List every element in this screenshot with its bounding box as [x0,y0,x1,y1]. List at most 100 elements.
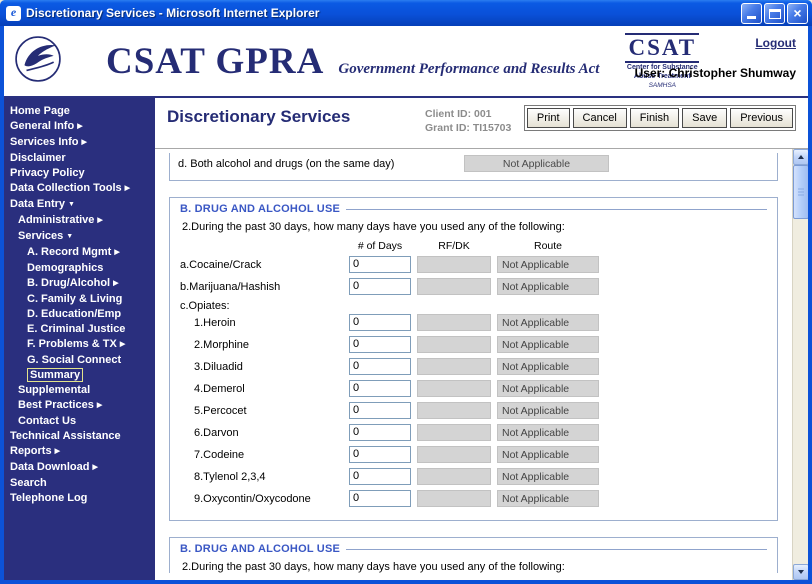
row-label: b.Marijuana/Hashish [180,280,281,293]
sidebar-item-label: Privacy Policy [10,167,85,179]
main-area: Discretionary Services Client ID: 001 Gr… [155,98,808,580]
sidebar-item-administrative[interactable]: Administrative ▶ [4,213,155,229]
previous-button[interactable]: Previous [730,108,793,128]
sidebar-item-label: Services [18,230,64,242]
close-button[interactable]: × [787,2,808,24]
drug-row-2-morphine: 2.Morphine 0 Not Applicable [180,336,767,353]
drug-row-5-percocet: 5.Percocet 0 Not Applicable [180,402,767,419]
route-field-disabled: Not Applicable [497,446,599,463]
sidebar-item-d-education-emp[interactable]: D. Education/Emp [4,307,155,322]
sidebar-item-services[interactable]: Services ▼ [4,229,155,245]
chevron-right-icon: ▶ [96,402,103,409]
sidebar-item-label: Technical Assistance [10,430,121,442]
logout-link[interactable]: Logout [755,36,796,50]
sidebar-item-label: Home Page [10,105,70,117]
sidebar-item-disclaimer[interactable]: Disclaimer [4,151,155,166]
days-input[interactable]: 0 [349,446,411,463]
sidebar-item-c-family-living[interactable]: C. Family & Living [4,292,155,307]
save-button[interactable]: Save [682,108,728,128]
sidebar-item-privacy-policy[interactable]: Privacy Policy [4,166,155,181]
sidebar-item-label: Data Collection Tools [10,182,122,194]
row-label: 2.Morphine [194,338,250,351]
sidebar-item-label: Summary [27,368,84,382]
days-input[interactable]: 0 [349,314,411,331]
sidebar-item-label: Best Practices [18,399,94,411]
sidebar-item-e-criminal-justice[interactable]: E. Criminal Justice [4,322,155,337]
sidebar-item-data-download[interactable]: Data Download ▶ [4,460,155,476]
rfdk-input-disabled [417,278,491,295]
sidebar-item-demographics[interactable]: Demographics [4,261,155,276]
days-input[interactable]: 0 [349,468,411,485]
route-field-disabled: Not Applicable [497,278,599,295]
row-label: 9.Oxycontin/Oxycodone [194,492,311,505]
sidebar-item-search[interactable]: Search [4,476,155,491]
row-label: c.Opiates: [180,300,230,312]
previous-section-tail: d. Both alcohol and drugs (on the same d… [169,153,778,181]
sidebar-item-b-drug-alcohol[interactable]: B. Drug/Alcohol ▶ [4,276,155,292]
sidebar-item-g-social-connect[interactable]: G. Social Connect [4,353,155,368]
drug-row-6-darvon: 6.Darvon 0 Not Applicable [180,424,767,441]
drug-use-rows: a.Cocaine/Crack 0 Not Applicable b.Marijuan… [180,256,767,507]
sidebar-item-f-problems-tx[interactable]: F. Problems & TX ▶ [4,337,155,353]
window-controls: × [739,2,808,24]
section-header: B. DRUG AND ALCOHOL USE [180,542,767,556]
sidebar-item-reports[interactable]: Reports ▶ [4,444,155,460]
sidebar-item-label: Data Download [10,461,90,473]
section-rule [346,209,767,210]
client-id-label: Client ID: 001 [425,108,492,120]
brand-tagline: Government Performance and Results Act [338,60,600,77]
days-input[interactable]: 0 [349,490,411,507]
sidebar-item-summary[interactable]: Summary [4,368,155,383]
days-input[interactable]: 0 [349,336,411,353]
chevron-down-icon: ▼ [68,201,75,208]
sidebar-item-technical-assistance[interactable]: Technical Assistance [4,429,155,444]
vertical-scrollbar[interactable] [792,149,808,580]
sidebar-item-supplemental[interactable]: Supplemental [4,383,155,398]
cancel-button[interactable]: Cancel [572,108,627,128]
days-input[interactable]: 0 [349,402,411,419]
sidebar-item-data-entry[interactable]: Data Entry ▼ [4,197,155,213]
sidebar-item-a-record-mgmt[interactable]: A. Record Mgmt ▶ [4,245,155,261]
sidebar-item-label: E. Criminal Justice [27,323,126,335]
ie-app-icon: e [6,5,21,21]
drug-row-7-codeine: 7.Codeine 0 Not Applicable [180,446,767,463]
days-input[interactable]: 0 [349,256,411,273]
sidebar-item-services-info[interactable]: Services Info ▶ [4,135,155,151]
chevron-right-icon: ▶ [113,280,119,287]
rfdk-input-disabled [417,314,491,331]
sidebar-item-home-page[interactable]: Home Page [4,104,155,119]
minimize-button[interactable] [741,2,762,24]
days-input[interactable]: 0 [349,278,411,295]
rfdk-input-disabled [417,336,491,353]
sidebar-nav: Home Page General Info ▶ Services Info ▶ Disc… [4,98,155,580]
session-block: Logout User: Christopher Shumway [635,34,796,80]
rfdk-input-disabled [417,256,491,273]
row-label: 3.Diluadid [194,360,243,373]
drug-row-8-tylenol-2-3-4: 8.Tylenol 2,3,4 0 Not Applicable [180,468,767,485]
days-input[interactable]: 0 [349,380,411,397]
print-button[interactable]: Print [526,108,570,128]
drug-row-9-oxycontin-oxycodone: 9.Oxycontin/Oxycodone 0 Not Applicable [180,490,767,507]
sidebar-item-data-collection-tools[interactable]: Data Collection Tools ▶ [4,181,155,197]
sidebar-item-contact-us[interactable]: Contact Us [4,414,155,429]
maximize-button[interactable] [764,2,785,24]
days-input[interactable]: 0 [349,424,411,441]
drug-row-3-diluadid: 3.Diluadid 0 Not Applicable [180,358,767,375]
app-header: CSAT GPRA Government Performance and Res… [4,26,808,98]
chevron-right-icon: ▶ [81,139,87,146]
scroll-up-button[interactable] [793,149,808,165]
page-body: Home Page General Info ▶ Services Info ▶ Disc… [4,98,808,580]
finish-button[interactable]: Finish [629,108,680,128]
sidebar-item-general-info[interactable]: General Info ▶ [4,119,155,135]
question-2-text: 2.During the past 30 days, how many days… [182,221,565,233]
scroll-down-button[interactable] [793,564,808,580]
row-label: 8.Tylenol 2,3,4 [194,470,266,483]
scroll-thumb[interactable] [793,165,808,219]
sidebar-item-telephone-log[interactable]: Telephone Log [4,491,155,506]
brand-block: CSAT GPRA Government Performance and Res… [106,40,599,83]
sidebar-item-best-practices[interactable]: Best Practices ▶ [4,398,155,414]
csat-logo-line1: Center for Substance [626,63,698,71]
days-input[interactable]: 0 [349,358,411,375]
sidebar-item-label: Search [10,477,47,489]
sidebar-item-label: Supplemental [18,384,91,396]
